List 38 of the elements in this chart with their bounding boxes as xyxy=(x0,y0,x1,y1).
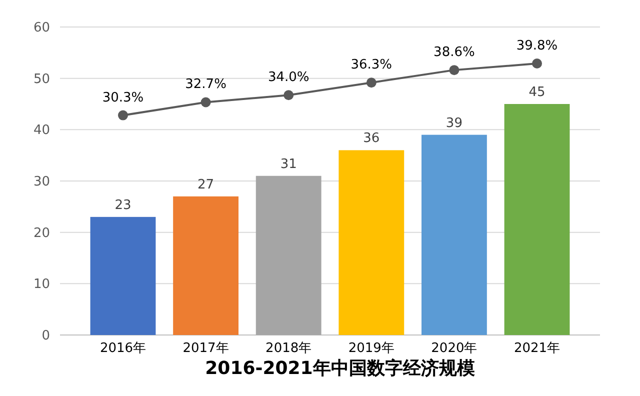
data-label: 32.7% xyxy=(185,77,226,92)
point xyxy=(449,65,460,76)
y-tick-label: 10 xyxy=(33,277,50,292)
data-label: 39 xyxy=(446,116,462,131)
data-label: 27 xyxy=(198,177,214,192)
bar xyxy=(504,104,570,335)
point xyxy=(200,97,211,108)
y-tick-label: 50 xyxy=(33,72,50,87)
data-label: 23 xyxy=(114,198,132,213)
point xyxy=(284,90,294,100)
y-tick-label: 0 xyxy=(42,328,50,344)
x-tick-label: 2018年 xyxy=(266,341,312,356)
data-label: 39.8% xyxy=(516,38,558,54)
text: 2016-2021年中国数字经济规模 xyxy=(205,358,475,379)
y-tick-label: 30 xyxy=(33,174,50,190)
data-label: 45 xyxy=(528,85,546,100)
y-tick-label: 20 xyxy=(33,226,50,241)
y-tick-label: 60 xyxy=(33,20,50,36)
point xyxy=(118,110,128,120)
data-label: 38.6% xyxy=(434,45,475,60)
data-label: 30.3% xyxy=(102,90,144,106)
bar xyxy=(422,134,487,335)
x-tick-label: 2020年 xyxy=(431,341,478,356)
point xyxy=(532,58,542,69)
point xyxy=(366,78,376,88)
bar xyxy=(338,150,404,335)
x-tick-label: 2019年 xyxy=(348,341,394,356)
data-label: 36 xyxy=(363,131,380,146)
x-tick-label: 2016年 xyxy=(100,341,146,356)
bar xyxy=(173,196,238,335)
bar xyxy=(90,216,156,335)
data-label: 36.3% xyxy=(350,58,392,73)
x-tick-label: 2017年 xyxy=(182,341,229,356)
data-label: 34.0% xyxy=(268,70,310,86)
data-label: 31 xyxy=(280,156,297,172)
x-tick-label: 2021年 xyxy=(514,341,560,356)
bar xyxy=(256,176,322,335)
y-tick-label: 40 xyxy=(33,123,50,138)
